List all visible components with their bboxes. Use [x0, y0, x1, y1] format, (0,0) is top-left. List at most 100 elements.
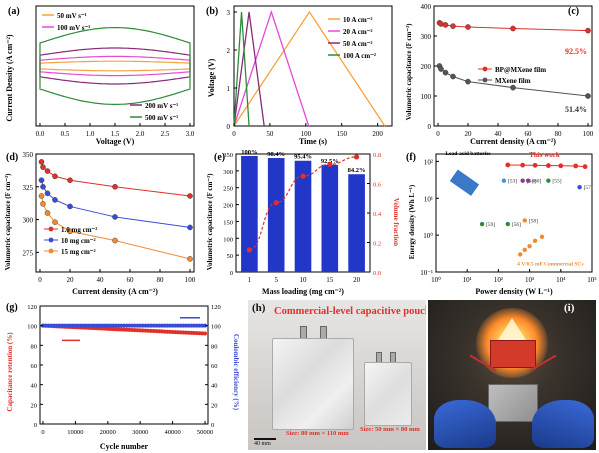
c-point	[438, 66, 444, 72]
g-right-ytick-label: 20	[211, 402, 218, 409]
g-xtick-label: 20000	[100, 429, 116, 436]
g-right-ytick-label: 120	[211, 304, 221, 311]
panel-c-letter: (c)	[568, 6, 579, 17]
cv-curve-3	[39, 27, 191, 105]
d-point	[67, 177, 73, 184]
g-point-0	[203, 331, 207, 336]
d-xtick-label: 40	[97, 276, 105, 284]
panel-c-capacitance-chart: (c) Volumetric capacitance (F cm⁻³) 92.5…	[405, 3, 594, 146]
g-xtick-label: 30000	[132, 429, 148, 436]
f-ytick-label: 10⁰	[423, 232, 433, 240]
e-xtick-label: 10	[300, 276, 308, 284]
panel-h-title: Commercial-level capacitive pouch	[274, 306, 426, 317]
d-ytick-label: 350	[23, 151, 34, 159]
d-point	[67, 228, 73, 235]
b-xtick-label: 150	[336, 130, 347, 138]
size-label-large: Size: 80 mm × 110 mm	[286, 430, 349, 437]
f-lead-acid-region	[449, 169, 480, 196]
panel-a-xlabel: Voltage (V)	[96, 137, 135, 146]
b-xtick-label: 50	[266, 130, 274, 138]
c-xtick-label: 80	[555, 130, 563, 138]
f-ref-label: [56]	[512, 222, 521, 228]
d-point	[40, 201, 46, 207]
e-xtick-label: 1	[248, 276, 252, 284]
c-xtick-label: 0	[436, 130, 440, 138]
d-legend-marker	[48, 237, 54, 243]
f-ref-point	[546, 178, 551, 183]
cv-curve-2	[39, 47, 191, 85]
f-this-work-point	[545, 163, 551, 168]
f-commercial-sc-point	[539, 234, 545, 240]
f-commercial-sc-point	[527, 244, 532, 249]
c-xtick-label: 60	[525, 130, 533, 138]
panel-b-letter: (b)	[206, 6, 218, 17]
b-ytick-label: 3	[227, 9, 231, 17]
e-ytick-label: 0	[230, 270, 233, 277]
b-legend-label: 20 A cm⁻²	[343, 28, 373, 36]
gcd-curve-2	[233, 11, 265, 127]
d-ytick-label: 300	[23, 217, 34, 225]
panel-f-ragone-chart: (f) Energy density (Wh L⁻¹) Lead-acid ba…	[406, 151, 597, 296]
f-xtick-label: 10³	[525, 276, 534, 284]
led-board	[490, 340, 536, 368]
size-label-small: Size: 50 mm × 80 mm	[360, 426, 420, 433]
g-xtick-label: 50000	[197, 429, 213, 436]
d-point	[40, 183, 46, 190]
e-bar-label: 95.4%	[294, 154, 312, 161]
d-legend-label: 15 mg cm⁻²	[61, 248, 96, 256]
a-legend-label: 50 mV s⁻¹	[57, 12, 87, 20]
g-ytick-label: 20	[31, 402, 38, 409]
g-right-ytick-label: 80	[211, 343, 218, 350]
cv-curve-1	[39, 55, 191, 77]
e-ytick-label: 300	[223, 169, 233, 176]
f-xtick-label: 10⁴	[556, 276, 566, 284]
panel-g-ylabel: Capacitance retention (%)	[6, 332, 14, 412]
f-ytick-label: 10⁻¹	[420, 269, 433, 277]
c-ytick-label: 200	[421, 63, 432, 71]
d-ytick-label: 325	[23, 184, 34, 192]
a-legend-label: 500 mV s⁻¹	[145, 114, 178, 122]
e-ytick-label: 250	[223, 186, 233, 193]
f-ytick-label: 10²	[424, 158, 433, 166]
e-bar	[348, 174, 365, 272]
panel-a-cv-chart: (a) Current Density (A cm⁻²) 0.0 0.5 1.0 1.…	[5, 5, 195, 146]
d-point	[44, 190, 51, 197]
c-legend-label: MXene film	[495, 77, 531, 85]
c-point	[585, 93, 591, 99]
e-ytick-label: 350	[223, 152, 233, 159]
d-point	[38, 193, 45, 199]
b-xtick-label: 0	[232, 130, 236, 138]
e-right-ytick-label: 0.8	[373, 152, 381, 159]
e-bar	[267, 158, 285, 272]
panel-a-letter: (a)	[8, 6, 20, 17]
f-ref-label: [54]	[527, 179, 536, 185]
cv-curve-0	[39, 60, 191, 72]
c-annotation-retention-bp: 92.5%	[565, 47, 587, 56]
b-legend-label: 10 A cm⁻²	[343, 16, 373, 24]
panel-b-gcd-chart: (b) Voltage (V) 0 50 100 150 200 0 1 2 3 Time (s…	[206, 5, 393, 146]
b-legend-label: 50 A cm⁻²	[343, 40, 373, 48]
e-volume-fraction-point	[354, 154, 360, 160]
a-xtick-label: 2.0	[136, 130, 145, 138]
panel-e-ylabel-right: Volume fraction	[392, 198, 400, 246]
e-bar	[241, 156, 258, 272]
panel-d-xlabel: Current density (A cm⁻²)	[72, 287, 158, 296]
e-xtick-label: 15	[326, 276, 334, 284]
panel-c-xlabel: Current density (A cm⁻²)	[470, 137, 556, 146]
e-ytick-label: 150	[223, 219, 233, 226]
d-point	[112, 183, 118, 190]
panel-e-xlabel: Mass loading (mg cm⁻²)	[262, 287, 344, 296]
c-xtick-label: 100	[583, 130, 594, 138]
c-point	[510, 25, 516, 32]
panel-g-xlabel: Cycle number	[100, 442, 149, 451]
e-bar-label: 92.5%	[321, 158, 339, 165]
c-legend-label: BP@MXene film	[495, 66, 546, 74]
e-ytick-label: 100	[223, 236, 233, 243]
g-ytick-label: 100	[27, 324, 37, 331]
f-xtick-label: 10⁰	[431, 276, 441, 284]
panel-i-letter: (i)	[564, 302, 575, 314]
f-ref-label: [58]	[529, 218, 538, 224]
c-point	[442, 22, 449, 28]
panel-b-plot-area	[233, 5, 393, 127]
panel-f-xlabel: Power density (W L⁻¹)	[475, 287, 553, 296]
